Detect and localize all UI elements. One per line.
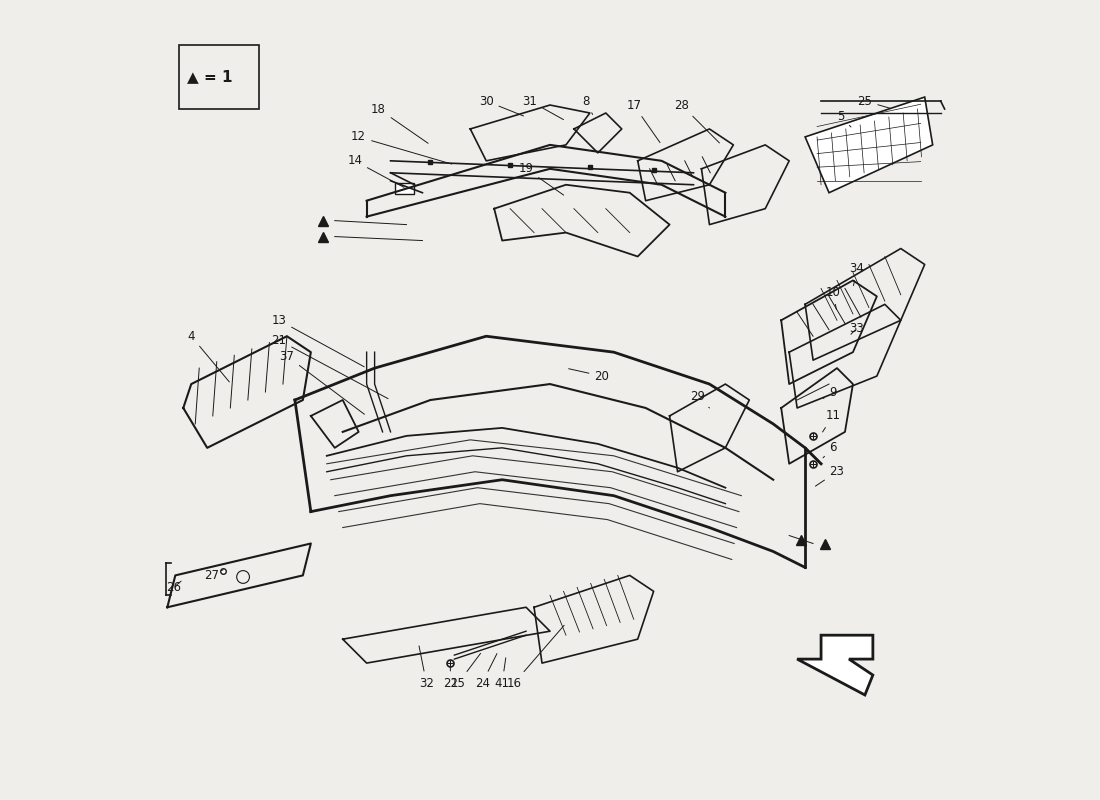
Text: 6: 6	[823, 442, 837, 458]
Text: 27: 27	[204, 569, 223, 582]
Text: 34: 34	[849, 262, 865, 286]
Text: 17: 17	[626, 98, 660, 142]
Text: 13: 13	[272, 314, 364, 366]
Text: 31: 31	[522, 94, 563, 120]
Text: 21: 21	[272, 334, 388, 398]
Text: 30: 30	[478, 94, 524, 116]
Text: 32: 32	[419, 646, 433, 690]
Text: 19: 19	[518, 162, 563, 195]
Text: 26: 26	[166, 581, 182, 594]
FancyBboxPatch shape	[395, 183, 415, 194]
Text: 5: 5	[837, 110, 851, 127]
Text: 25: 25	[858, 94, 890, 108]
Text: 23: 23	[815, 466, 845, 486]
Text: 10: 10	[826, 286, 840, 310]
Text: 4: 4	[187, 330, 229, 382]
Text: 15: 15	[451, 654, 481, 690]
Text: 16: 16	[507, 626, 564, 690]
Text: 14: 14	[348, 154, 404, 187]
Text: 24: 24	[475, 654, 497, 690]
Text: 20: 20	[569, 369, 609, 382]
Polygon shape	[805, 97, 933, 193]
Text: 29: 29	[690, 390, 710, 408]
Text: 22: 22	[443, 666, 458, 690]
Text: 18: 18	[371, 102, 428, 143]
Text: 33: 33	[849, 322, 865, 334]
Text: ▲ = 1: ▲ = 1	[187, 70, 233, 85]
Text: 8: 8	[582, 94, 593, 114]
Text: 41: 41	[495, 658, 509, 690]
Polygon shape	[798, 635, 873, 695]
Text: 9: 9	[824, 386, 837, 398]
Text: 11: 11	[823, 410, 840, 432]
Text: 12: 12	[351, 130, 452, 164]
Text: 28: 28	[674, 98, 719, 143]
Text: 37: 37	[279, 350, 364, 414]
